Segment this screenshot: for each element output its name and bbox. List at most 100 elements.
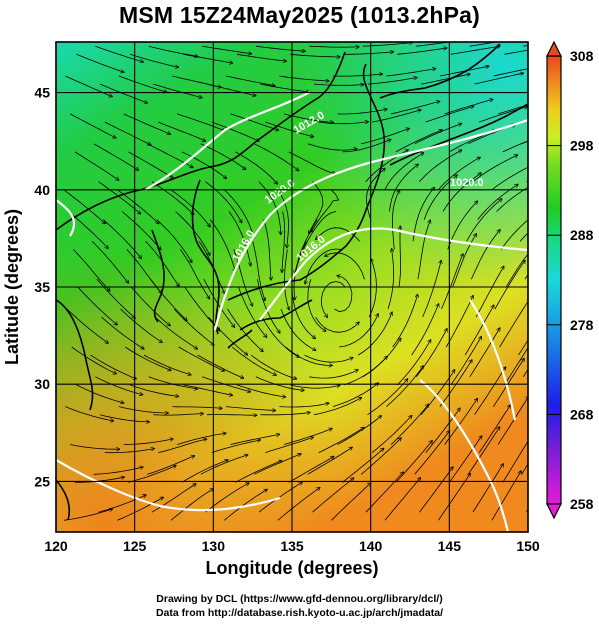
streamline — [209, 219, 235, 272]
streamline — [158, 121, 205, 141]
plot-frame — [55, 41, 529, 533]
streamline — [236, 53, 286, 61]
streamline — [493, 359, 524, 407]
streamline — [497, 396, 528, 445]
streamline — [65, 406, 113, 421]
streamline — [450, 337, 482, 386]
streamline — [91, 241, 128, 283]
streamline — [236, 384, 286, 397]
streamline — [371, 416, 412, 453]
y-tick-label: 35 — [34, 279, 50, 295]
streamline — [467, 427, 499, 475]
streamline — [452, 234, 477, 288]
streamline — [282, 211, 286, 273]
streamline — [496, 186, 528, 212]
streamline — [288, 457, 334, 483]
streamline — [200, 455, 248, 475]
colorbar-scale — [546, 55, 562, 505]
streamline — [313, 398, 362, 416]
streamline — [331, 483, 370, 521]
streamline — [265, 437, 313, 453]
streamline — [76, 53, 124, 72]
streamline — [361, 129, 409, 145]
streamline — [318, 122, 369, 125]
streamline — [448, 436, 481, 483]
streamline — [445, 296, 473, 348]
streamline — [325, 252, 365, 280]
streamline — [360, 438, 401, 475]
streamline — [504, 49, 528, 55]
streamline — [104, 121, 151, 145]
streamline — [235, 461, 281, 483]
streamline — [128, 466, 176, 483]
streamline — [176, 113, 225, 131]
streamline — [257, 279, 280, 333]
streamline — [258, 482, 302, 513]
streamline — [472, 464, 503, 513]
streamline — [71, 346, 117, 374]
streamline — [70, 113, 116, 138]
isobar-label: 1020.0 — [450, 177, 484, 189]
colorbar-bottom-arrow — [546, 503, 562, 520]
streamline — [518, 339, 528, 356]
streamline — [206, 83, 256, 96]
streamline — [342, 448, 383, 483]
y-tick-labels: 25 30 35 40 45 — [34, 85, 50, 490]
streamline — [395, 441, 432, 483]
colorbar-tick-label: 258 — [570, 496, 594, 512]
streamline — [224, 489, 267, 521]
streamline — [500, 219, 528, 250]
streamline — [438, 157, 480, 191]
streamline — [123, 439, 173, 445]
streamline — [260, 412, 311, 416]
streamline — [179, 249, 209, 298]
streamline — [120, 308, 163, 342]
y-tick-label: 45 — [34, 85, 50, 101]
streamline — [205, 181, 242, 223]
streamline — [65, 75, 112, 97]
streamline — [288, 151, 335, 174]
streamline — [73, 249, 110, 291]
streamline — [313, 84, 364, 85]
streamline — [367, 379, 408, 416]
streamline — [178, 346, 225, 371]
streamline — [153, 414, 204, 415]
streamline — [362, 338, 401, 378]
streamline — [472, 155, 518, 183]
streamline — [206, 415, 257, 416]
streamline — [384, 478, 421, 521]
streamline — [311, 189, 340, 232]
streamline — [101, 316, 144, 349]
streamline — [277, 189, 289, 248]
streamline — [416, 42, 465, 47]
streamline — [255, 45, 305, 51]
x-axis-label: Longitude (degrees) — [205, 558, 378, 578]
streamline — [365, 472, 404, 513]
streamline — [129, 53, 179, 67]
streamline — [419, 467, 453, 513]
streamline — [505, 253, 528, 288]
y-tick-label: 25 — [34, 473, 50, 489]
streamline — [309, 46, 359, 47]
streamline — [255, 376, 304, 391]
streamline — [102, 219, 141, 259]
streamline — [76, 384, 124, 403]
streamline — [332, 74, 383, 77]
streamline — [422, 261, 442, 318]
streamline — [471, 230, 500, 280]
streamline — [475, 266, 504, 318]
colorbar: 308 298 288 278 268 258 — [546, 40, 594, 520]
streamline — [173, 308, 214, 345]
streamline — [176, 433, 226, 445]
streamline — [117, 497, 163, 521]
x-tick-label: 125 — [123, 538, 147, 554]
streamline — [151, 181, 194, 215]
colorbar-tick-label: 308 — [570, 48, 594, 64]
streamline — [332, 383, 379, 407]
streamline — [491, 166, 528, 191]
streamline — [147, 456, 194, 475]
streamline — [156, 219, 192, 263]
streamline — [211, 121, 259, 141]
credit-data-source: Data from http://database.rish.kyoto-u.a… — [155, 607, 444, 619]
x-tick-label: 140 — [359, 538, 383, 554]
